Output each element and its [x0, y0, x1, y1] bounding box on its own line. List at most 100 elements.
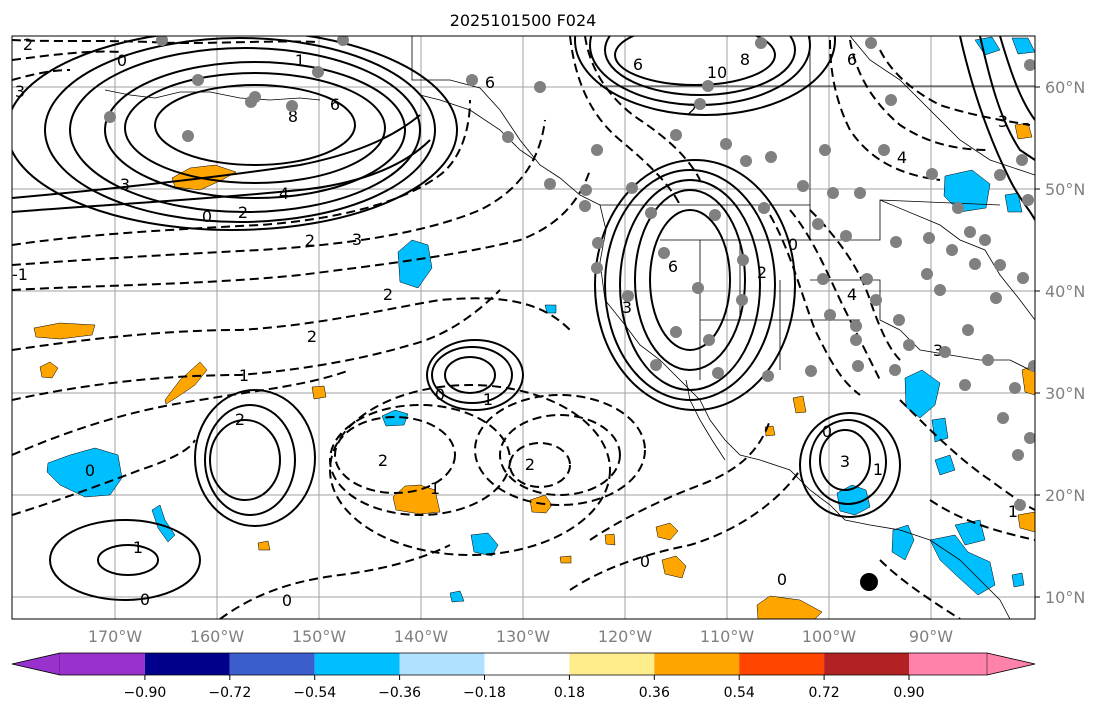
coastlines [104, 36, 1035, 619]
colorbar-ticks [144, 675, 910, 680]
contour-label: 3 [622, 298, 632, 317]
lat-label: 50°N [1045, 180, 1085, 199]
lon-label: 160°W [190, 627, 245, 646]
colorbar-swatch [60, 653, 145, 675]
colorbar-tick-label: −0.72 [208, 685, 251, 701]
colorbar-swatch [986, 652, 1036, 676]
contour-label: 1 [483, 390, 493, 409]
lon-label: 100°W [802, 627, 857, 646]
contour-label: 0 [282, 591, 292, 610]
lat-label: 20°N [1045, 486, 1085, 505]
colorbar-tick-label: 0.54 [724, 685, 755, 701]
contour-label: 1 [430, 479, 440, 498]
colorbar-swatch [909, 653, 987, 675]
contour-label: 0 [788, 235, 798, 254]
contour-label: 8 [740, 50, 750, 69]
contour-label: 2 [687, 100, 697, 119]
colorbar-swatch [399, 653, 485, 675]
contour-label: 3 [933, 341, 943, 360]
colorbar-tick-label: −0.54 [293, 685, 336, 701]
colorbar-swatch [484, 653, 570, 675]
colorbar-swatch [569, 653, 655, 675]
lat-label: 60°N [1045, 78, 1085, 97]
positive-contours [12, 36, 1035, 601]
colorbar-tick-label: −0.36 [378, 685, 421, 701]
contour-label: 0 [777, 570, 787, 589]
colorbar-swatch [314, 653, 400, 675]
contour-labels: 0 1 6 8 4 3 2 2 3 0 2 2 1 0 1 2 2 2 0 1 … [12, 35, 1018, 610]
colorbar-swatch [229, 653, 315, 675]
colorbar-swatch [654, 653, 740, 675]
lon-label: 130°W [496, 627, 551, 646]
latitude-labels: 60°N 50°N 40°N 30°N 20°N 10°N [1035, 78, 1085, 607]
contour-label: 0 [640, 552, 650, 571]
lon-label: 170°W [88, 627, 143, 646]
lon-label: 120°W [598, 627, 653, 646]
negative-anomaly-fill [46, 36, 1035, 603]
longitude-labels: 170°W 160°W 150°W 140°W 130°W 120°W 110°… [88, 627, 953, 646]
contour-label: 6 [633, 55, 643, 74]
contour-label: 3 [352, 230, 362, 249]
contour-label: 3 [840, 452, 850, 471]
map-title: 2025101500 F024 [450, 11, 597, 30]
lon-label: 150°W [292, 627, 347, 646]
contour-label: 2 [383, 285, 393, 304]
contour-label: 2 [525, 455, 535, 474]
contour-label: 4 [897, 148, 907, 167]
contour-label: 4 [279, 184, 289, 203]
colorbar-tick-label: 0.72 [809, 685, 840, 701]
colorbar-tick-label: −0.90 [123, 685, 166, 701]
contour-label: 4 [847, 285, 857, 304]
contour-label: 3 [15, 82, 25, 101]
contour-label: 2 [23, 35, 33, 54]
contour-label: 1 [295, 51, 305, 70]
colorbar-swatch [11, 652, 61, 676]
contour-label: 2 [305, 231, 315, 250]
contour-label: 10 [707, 63, 727, 82]
station-markers [104, 36, 1035, 511]
contour-label: 1 [1008, 502, 1018, 521]
colorbar-swatch [144, 653, 230, 675]
colorbar-tick-label: 0.18 [554, 685, 585, 701]
map-area: 0 1 6 8 4 3 2 2 3 0 2 2 1 0 1 2 2 2 0 1 … [12, 35, 1035, 619]
contour-label: 8 [288, 107, 298, 126]
lat-label: 30°N [1045, 384, 1085, 403]
contour-label: 0 [202, 207, 212, 226]
contour-label: -1 [12, 265, 28, 284]
contour-label: 2 [235, 410, 245, 429]
contour-label: 6 [330, 95, 340, 114]
contour-label: 2 [757, 263, 767, 282]
storm-center-marker [860, 573, 878, 591]
contour-label: 1 [873, 460, 883, 479]
colorbar-tick-label: 0.36 [639, 685, 670, 701]
lat-label: 10°N [1045, 588, 1085, 607]
negative-contours [12, 36, 1035, 619]
colorbar-swatch [824, 653, 909, 675]
contour-label: 0 [140, 590, 150, 609]
lon-label: 90°W [909, 627, 953, 646]
colorbar-swatch [739, 653, 825, 675]
contour-label: 0 [822, 422, 832, 441]
graticule [12, 36, 1035, 619]
colorbar: −0.90 −0.72 −0.54 −0.36 −0.18 0.18 0.36 … [11, 652, 1036, 701]
contour-label: 3 [120, 175, 130, 194]
contour-label: 1 [133, 538, 143, 557]
map-frame [11, 35, 1036, 620]
contour-label: 6 [847, 50, 857, 69]
lat-label: 40°N [1045, 282, 1085, 301]
contour-label: 6 [668, 257, 678, 276]
lon-label: 110°W [700, 627, 755, 646]
lon-label: 140°W [394, 627, 449, 646]
contour-label: 0 [85, 461, 95, 480]
colorbar-tick-label: −0.18 [463, 685, 506, 701]
contour-label: 2 [238, 203, 248, 222]
contour-label: 6 [485, 73, 495, 92]
contour-label: 0 [435, 385, 445, 404]
contour-label: 2 [307, 327, 317, 346]
colorbar-tick-label: 0.90 [893, 685, 924, 701]
contour-label: 3 [998, 112, 1008, 131]
contour-label: 2 [378, 451, 388, 470]
contour-label: 1 [239, 366, 249, 385]
contour-label: 0 [117, 51, 127, 70]
